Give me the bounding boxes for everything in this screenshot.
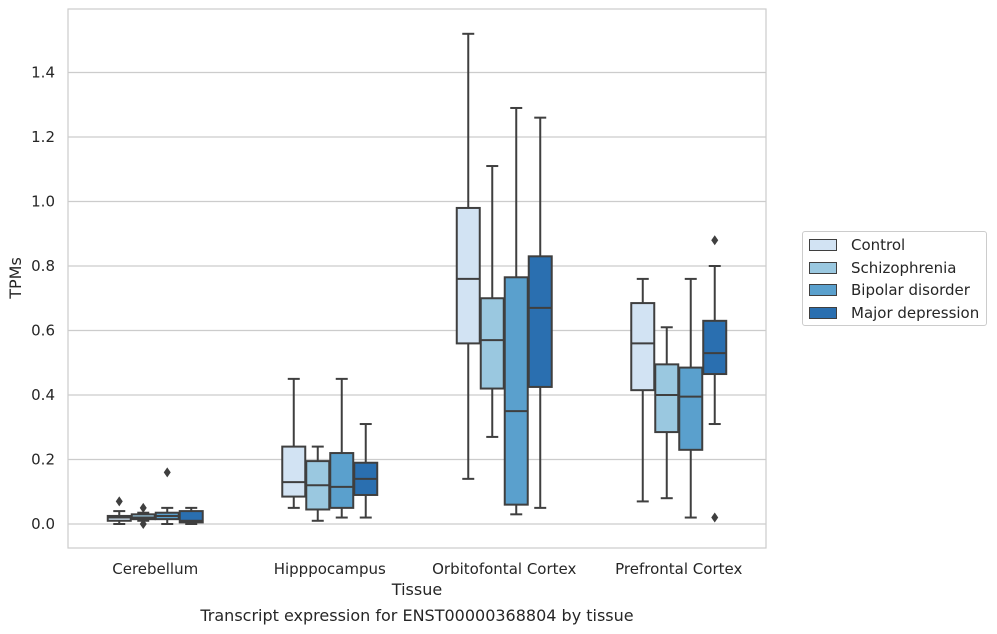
box-2-0 — [455, 32, 481, 480]
x-tick-label: Orbitofontal Cortex — [432, 560, 576, 578]
legend-swatch — [809, 261, 837, 274]
y-tick-label: 0.4 — [31, 386, 55, 404]
box-iqr — [281, 445, 307, 498]
plot-frame — [67, 8, 767, 549]
legend-item: Control — [809, 235, 905, 255]
y-axis-label: TPMs — [6, 257, 25, 300]
x-axis-label: Tissue — [391, 580, 442, 599]
legend-item: Major depression — [809, 303, 979, 323]
grid-lines — [68, 71, 766, 525]
y-tick-label: 1.4 — [31, 64, 55, 82]
legend-item: Schizophrenia — [809, 258, 956, 278]
outlier-point — [711, 512, 719, 523]
box-iqr — [702, 319, 728, 376]
box-0-3 — [178, 506, 204, 525]
legend-swatch — [809, 284, 837, 296]
legend-label: Major depression — [851, 303, 980, 322]
box-0-2 — [154, 467, 180, 525]
box-3-1 — [654, 326, 680, 500]
x-tick-label: Hipppocampus — [274, 560, 386, 578]
y-tick-label: 0.0 — [31, 515, 55, 533]
box-2-3 — [527, 116, 553, 509]
y-tick-labels: 0.0 0.2 0.4 0.6 0.8 1.0 1.2 1.4 — [31, 64, 55, 534]
y-tick-label: 1.2 — [31, 128, 55, 146]
outlier-point — [163, 467, 171, 478]
box-iqr — [178, 510, 204, 524]
legend: Control Schizophrenia Bipolar disorder Majo… — [802, 231, 987, 326]
box-iqr — [654, 363, 680, 434]
box-3-0 — [630, 277, 656, 503]
box-1-0 — [281, 377, 307, 509]
box-2-2 — [503, 106, 529, 516]
y-tick-label: 0.6 — [31, 322, 55, 340]
box-iqr — [479, 297, 505, 390]
box-iqr — [329, 452, 355, 509]
outlier-point — [139, 519, 147, 529]
box-0-0 — [106, 496, 132, 525]
chart-caption: Transcript expression for ENST0000036880… — [200, 606, 634, 625]
y-tick-label: 0.2 — [31, 451, 55, 469]
outlier-point — [139, 502, 147, 513]
outlier-point — [115, 496, 123, 507]
box-iqr — [503, 276, 529, 506]
box-iqr — [630, 302, 656, 392]
box-3-3 — [702, 235, 728, 523]
box-iqr — [678, 366, 704, 451]
box-0-1 — [130, 502, 156, 529]
box-1-1 — [305, 445, 331, 522]
legend-item: Bipolar disorder — [809, 280, 970, 300]
x-tick-label: Cerebellum — [112, 560, 198, 578]
box-3-2 — [678, 277, 704, 519]
y-tick-label: 1.0 — [31, 193, 55, 211]
box-iqr — [455, 206, 481, 345]
x-tick-label: Prefrontal Cortex — [615, 560, 742, 578]
legend-label: Schizophrenia — [851, 258, 957, 277]
legend-swatch — [809, 239, 837, 251]
box-1-2 — [329, 377, 355, 519]
legend-swatch — [809, 306, 837, 319]
y-tick-label: 0.8 — [31, 257, 55, 275]
box-groups — [106, 32, 728, 529]
x-tick-labels: Cerebellum Hipppocampus Orbitofontal Corte… — [112, 560, 742, 578]
box-1-3 — [353, 423, 379, 519]
outlier-point — [711, 235, 719, 246]
box-2-1 — [479, 165, 505, 438]
legend-label: Bipolar disorder — [851, 281, 970, 299]
legend-label: Control — [851, 236, 906, 254]
box-iqr — [527, 255, 553, 388]
